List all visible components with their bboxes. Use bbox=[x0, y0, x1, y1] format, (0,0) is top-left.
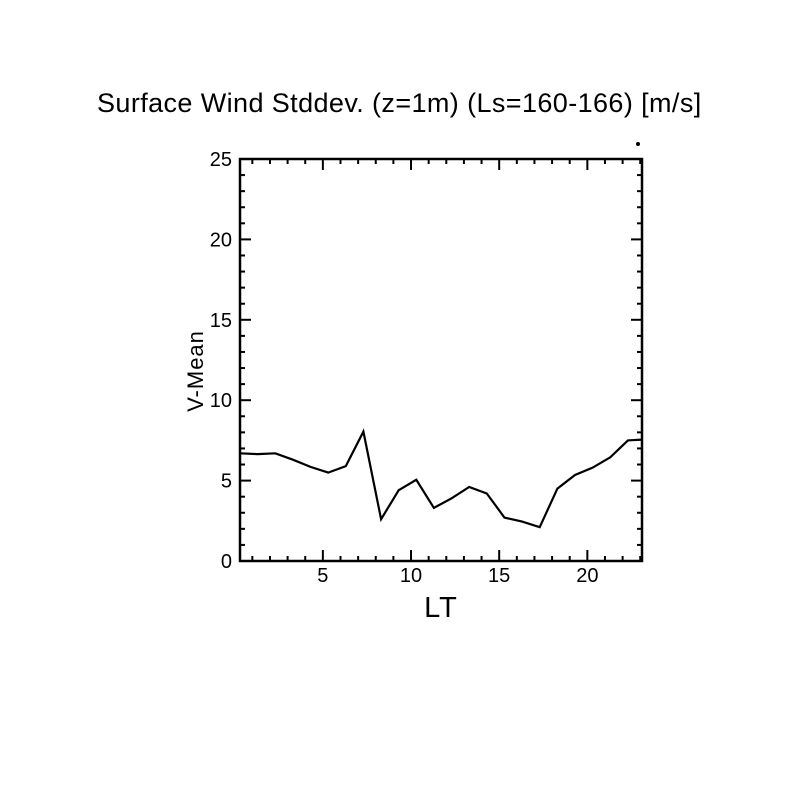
x-axis-label: LT bbox=[424, 592, 458, 624]
y-tick-label: 5 bbox=[221, 471, 232, 493]
plot-layer: 5 10 15 20 0 5 10 15 20 25 bbox=[210, 142, 644, 587]
y-tick-label: 20 bbox=[210, 229, 232, 251]
x-tick-label: 5 bbox=[317, 565, 328, 587]
x-tick-label: 20 bbox=[576, 565, 598, 587]
data-line bbox=[239, 428, 643, 529]
x-tick-label: 10 bbox=[400, 565, 422, 587]
y-tick-label: 25 bbox=[210, 149, 232, 171]
y-tick-label: 0 bbox=[221, 551, 232, 573]
artifact-dot bbox=[636, 142, 640, 146]
y-tick-label: 10 bbox=[210, 390, 232, 412]
chart-title: Surface Wind Stddev. (z=1m) (Ls=160-166)… bbox=[97, 88, 702, 118]
axis-frame bbox=[238, 157, 644, 563]
x-tick-label: 15 bbox=[488, 565, 510, 587]
y-tick-label: 15 bbox=[210, 310, 232, 332]
